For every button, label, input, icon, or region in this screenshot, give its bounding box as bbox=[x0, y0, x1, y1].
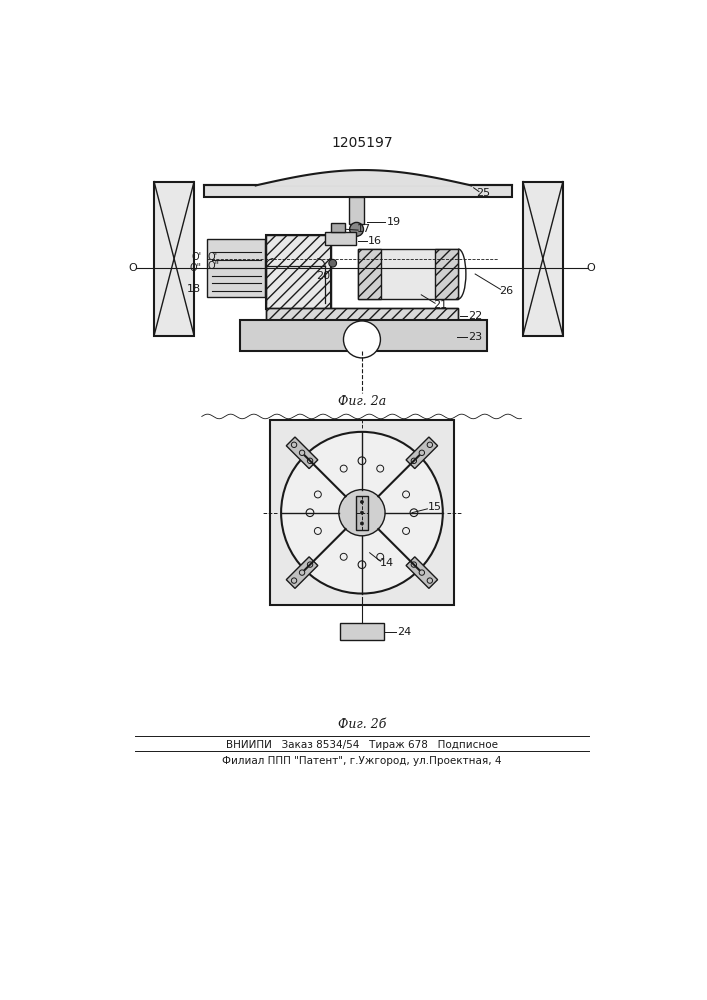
Text: 18: 18 bbox=[187, 284, 201, 294]
Circle shape bbox=[339, 490, 385, 536]
Text: 1205197: 1205197 bbox=[331, 136, 393, 150]
Text: 16: 16 bbox=[368, 236, 382, 246]
Text: 17: 17 bbox=[356, 224, 370, 234]
Bar bbox=[207, 239, 265, 297]
Circle shape bbox=[361, 500, 363, 503]
Text: 22: 22 bbox=[468, 311, 482, 321]
Text: 23: 23 bbox=[468, 332, 482, 342]
Text: 19: 19 bbox=[387, 217, 402, 227]
Text: 24: 24 bbox=[397, 627, 411, 637]
Polygon shape bbox=[286, 557, 318, 588]
Text: O: O bbox=[586, 263, 595, 273]
Bar bbox=[358, 249, 458, 299]
Text: O": O" bbox=[207, 261, 219, 271]
Bar bbox=[204, 185, 512, 197]
Text: Фиг. 2б: Фиг. 2б bbox=[338, 718, 386, 731]
Bar bbox=[523, 182, 563, 336]
Bar bbox=[340, 623, 383, 640]
Bar bbox=[325, 232, 356, 245]
Bar bbox=[266, 308, 458, 322]
Text: 21: 21 bbox=[433, 300, 448, 310]
Bar bbox=[154, 182, 194, 336]
Text: 14: 14 bbox=[380, 558, 394, 568]
Text: 15: 15 bbox=[428, 502, 442, 512]
Text: 25: 25 bbox=[476, 188, 490, 198]
Text: Фиг. 2а: Фиг. 2а bbox=[338, 395, 386, 408]
Text: O': O' bbox=[207, 252, 217, 262]
Bar bbox=[266, 235, 331, 309]
Circle shape bbox=[329, 259, 337, 267]
Text: O": O" bbox=[189, 263, 201, 273]
Text: ВНИИПИ   Заказ 8534/54   Тираж 678   Подписное: ВНИИПИ Заказ 8534/54 Тираж 678 Подписное bbox=[226, 740, 498, 750]
Bar bbox=[269, 420, 455, 605]
Text: 20: 20 bbox=[317, 271, 330, 281]
Bar bbox=[266, 308, 458, 322]
Text: O: O bbox=[128, 263, 137, 273]
Bar bbox=[358, 249, 381, 299]
Polygon shape bbox=[406, 437, 438, 469]
Bar bbox=[266, 235, 331, 309]
Circle shape bbox=[361, 511, 363, 514]
Polygon shape bbox=[286, 437, 318, 469]
Bar bbox=[349, 197, 364, 224]
Text: Филиал ППП "Патент", г.Ужгород, ул.Проектная, 4: Филиал ППП "Патент", г.Ужгород, ул.Проек… bbox=[222, 756, 502, 766]
Circle shape bbox=[350, 222, 363, 236]
Bar bbox=[331, 223, 345, 232]
Polygon shape bbox=[406, 557, 438, 588]
Bar bbox=[356, 496, 368, 530]
Bar bbox=[240, 320, 486, 351]
Circle shape bbox=[361, 522, 363, 525]
Text: O': O' bbox=[192, 252, 201, 262]
Circle shape bbox=[281, 432, 443, 594]
Bar bbox=[435, 249, 458, 299]
Circle shape bbox=[344, 321, 380, 358]
Text: 26: 26 bbox=[499, 286, 513, 296]
